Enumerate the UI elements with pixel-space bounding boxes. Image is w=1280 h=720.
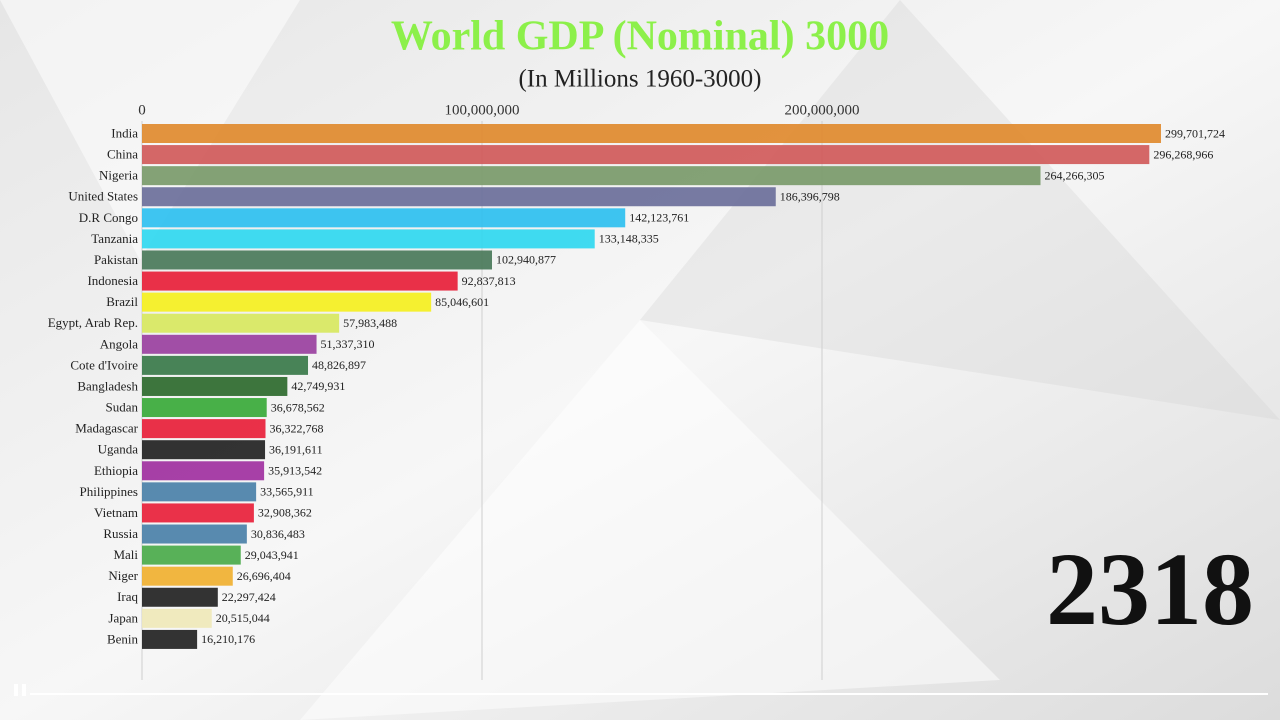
bar: [142, 124, 1161, 143]
category-label: Sudan: [106, 400, 139, 415]
value-label: 36,322,768: [269, 421, 323, 435]
category-label: Japan: [108, 610, 138, 625]
category-label: China: [107, 147, 138, 162]
value-label: 48,826,897: [312, 358, 366, 372]
value-label: 299,701,724: [1165, 126, 1225, 140]
bar: [142, 166, 1041, 186]
category-label: Tanzania: [91, 231, 138, 246]
x-tick-label: 100,000,000: [445, 102, 520, 118]
category-label: Pakistan: [94, 252, 139, 267]
category-label: United States: [68, 189, 138, 204]
value-label: 264,266,305: [1045, 168, 1105, 182]
category-label: Mali: [113, 547, 138, 562]
category-label: Egypt, Arab Rep.: [48, 315, 138, 330]
bar: [142, 608, 212, 628]
value-label: 51,337,310: [321, 337, 375, 351]
value-label: 57,983,488: [343, 316, 397, 330]
value-label: 36,191,611: [269, 442, 323, 456]
value-label: 16,210,176: [201, 632, 255, 646]
bar: [142, 208, 626, 228]
year-label: 2318: [1046, 532, 1254, 647]
chart-subtitle: (In Millions 1960-3000): [518, 66, 761, 93]
bar: [142, 229, 595, 249]
value-label: 92,837,813: [462, 274, 516, 288]
value-label: 186,396,798: [780, 189, 840, 203]
bar: [142, 187, 776, 207]
bar: [142, 482, 257, 502]
category-label: Bangladesh: [77, 378, 138, 393]
bar: [142, 461, 265, 481]
bar: [142, 250, 492, 270]
category-label: Iraq: [117, 589, 138, 604]
value-label: 42,749,931: [291, 379, 345, 393]
x-tick-label: 0: [138, 102, 146, 118]
category-label: Angola: [100, 336, 139, 351]
bar: [142, 503, 254, 523]
bar: [142, 566, 233, 586]
bg-shape: [300, 320, 1000, 720]
bar: [142, 545, 241, 565]
bar: [142, 292, 432, 312]
category-label: Brazil: [106, 294, 138, 309]
category-label: Russia: [103, 526, 138, 541]
value-label: 30,836,483: [251, 527, 305, 541]
value-label: 133,148,335: [599, 232, 659, 246]
bar: [142, 313, 340, 333]
value-label: 85,046,601: [435, 295, 489, 309]
value-label: 36,678,562: [271, 400, 325, 414]
category-label: Niger: [108, 568, 138, 583]
bar: [142, 587, 218, 607]
category-label: D.R Congo: [79, 210, 138, 225]
bar: [142, 419, 266, 439]
category-label: Benin: [107, 631, 139, 646]
bar: [142, 376, 288, 396]
bar: [142, 145, 1150, 165]
bar: [142, 334, 317, 354]
bar: [142, 524, 247, 544]
bar: [142, 355, 309, 375]
bg-shape: [640, 0, 1280, 420]
value-label: 296,268,966: [1153, 147, 1213, 161]
category-label: Uganda: [98, 442, 139, 457]
value-label: 33,565,911: [260, 485, 314, 499]
value-label: 142,123,761: [629, 211, 689, 225]
bar: [142, 629, 198, 649]
category-label: Nigeria: [99, 168, 138, 183]
bar: [142, 398, 267, 418]
pause-button[interactable]: [14, 684, 18, 696]
category-label: India: [111, 125, 138, 140]
category-label: Philippines: [79, 484, 138, 499]
category-label: Ethiopia: [94, 463, 138, 478]
pause-button[interactable]: [22, 684, 26, 696]
category-label: Vietnam: [94, 505, 138, 520]
value-label: 26,696,404: [237, 569, 291, 583]
value-label: 35,913,542: [268, 464, 322, 478]
value-label: 20,515,044: [216, 611, 270, 625]
category-label: Madagascar: [75, 421, 138, 436]
value-label: 29,043,941: [245, 548, 299, 562]
value-label: 32,908,362: [258, 506, 312, 520]
chart-title: World GDP (Nominal) 3000: [391, 14, 889, 60]
bar: [142, 271, 458, 291]
category-label: Indonesia: [87, 273, 138, 288]
category-label: Cote d'Ivoire: [70, 357, 138, 372]
value-label: 102,940,877: [496, 253, 556, 267]
bar: [142, 440, 266, 460]
value-label: 22,297,424: [222, 590, 276, 604]
x-tick-label: 200,000,000: [785, 102, 860, 118]
